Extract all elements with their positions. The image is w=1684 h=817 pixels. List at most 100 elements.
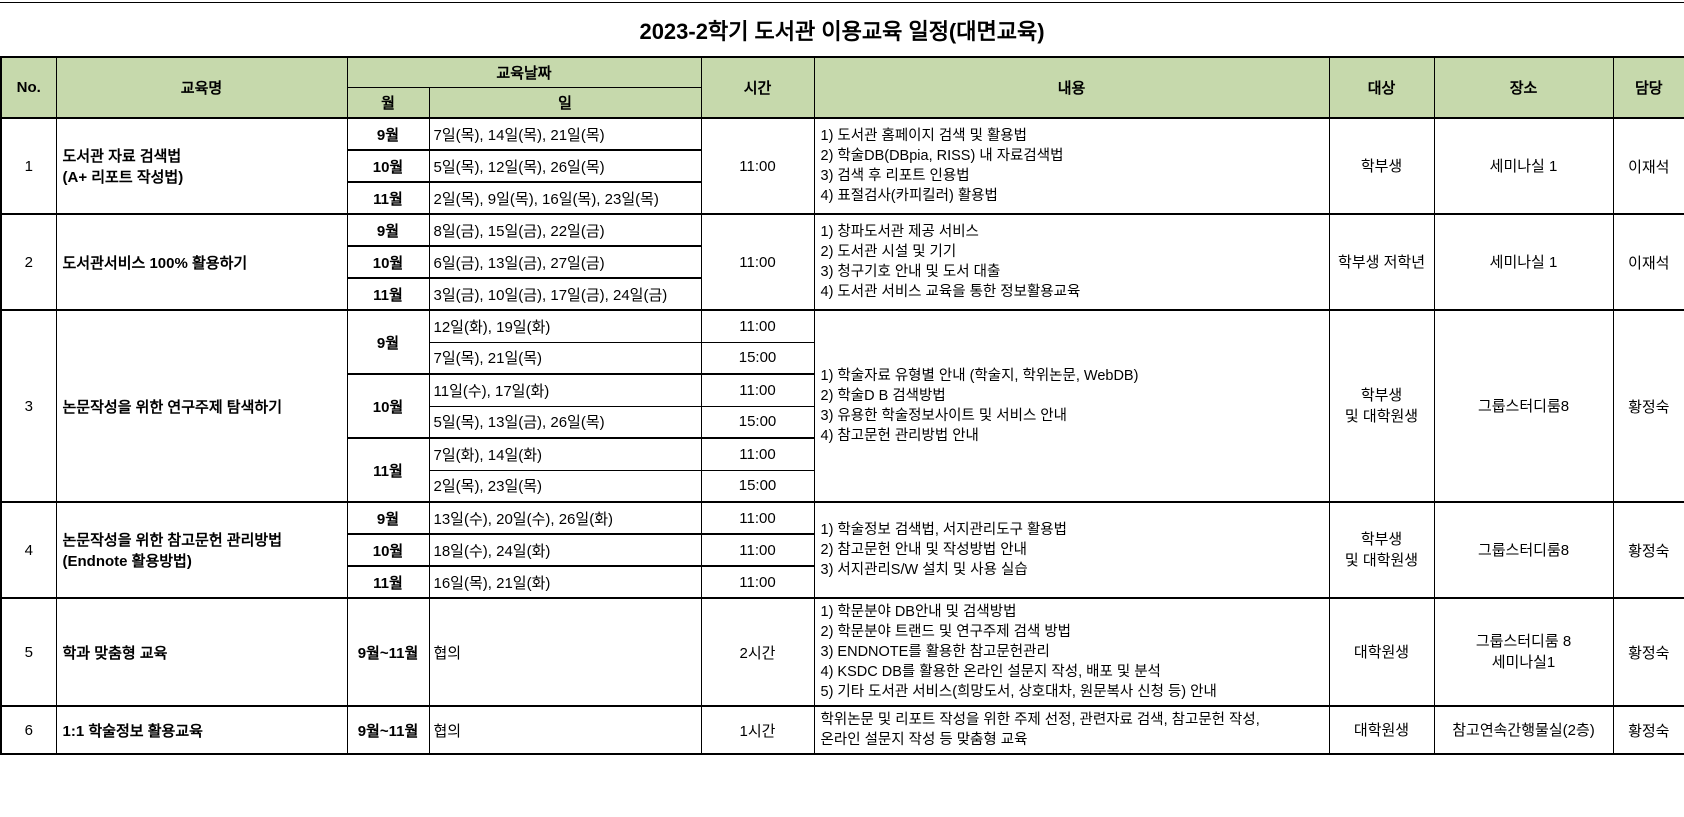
time-cell: 11:00 (700, 565, 815, 599)
month-cell: 9월 (346, 501, 430, 535)
col-header-place: 장소 (1433, 56, 1614, 119)
days-cell: 6일(금), 13일(금), 27일(금) (428, 245, 702, 279)
month-cell: 11월 (346, 437, 430, 503)
time-cell: 11:00 (700, 501, 815, 535)
month-cell: 9월 (346, 309, 430, 375)
schedule-table: No. 교육명 교육날짜 시간 내용 대상 장소 담당 월 일 1 도서관 자료 … (0, 56, 1684, 755)
schedule-row: 6 1:1 학술정보 활용교육 9월~11월 협의 1시간 학위논문 및 리포트 작성을 … (0, 705, 1684, 755)
course-number: 3 (0, 309, 57, 503)
course-name: 논문작성을 위한 연구주제 탐색하기 (55, 309, 348, 503)
place-cell: 참고연속간행물실(2층) (1433, 705, 1614, 755)
col-header-target: 대상 (1328, 56, 1435, 119)
month-cell: 9월 (346, 117, 430, 151)
col-header-manager: 담당 (1612, 56, 1684, 119)
days-cell: 5일(목), 13일(금), 26일(목) (428, 405, 702, 439)
target-cell: 학부생 및 대학원생 (1328, 501, 1435, 599)
target-cell: 학부생 저학년 (1328, 213, 1435, 311)
time-cell: 11:00 (700, 117, 815, 215)
days-cell: 16일(목), 21일(화) (428, 565, 702, 599)
schedule-row: 10월 11일(수), 17일(화) 11:00 (1, 373, 1684, 439)
col-header-date: 교육날짜 (346, 56, 702, 88)
manager-cell: 황정숙 (1612, 705, 1684, 755)
days-cell: 8일(금), 15일(금), 22일(금) (428, 213, 702, 247)
schedule-row: 11월 7일(화), 14일(화) 11:00 (1, 437, 1684, 503)
course-number: 5 (0, 597, 57, 707)
place-cell: 그룹스터디룸8 (1433, 309, 1614, 503)
month-cell: 9월~11월 (346, 597, 430, 707)
time-cell: 11:00 (700, 533, 815, 567)
schedule-row: 5 학과 맞춤형 교육 9월~11월 협의 2시간 1) 학문분야 DB안내 및 검색방법… (0, 597, 1684, 707)
table-header: No. 교육명 교육날짜 시간 내용 대상 장소 담당 월 일 (0, 56, 1684, 119)
schedule-row: 10월 18일(수), 24일(화) 11:00 (1, 533, 1684, 567)
manager-cell: 이재석 (1612, 213, 1684, 311)
place-cell: 세미나실 1 (1433, 117, 1614, 215)
schedule-row: 4 논문작성을 위한 참고문헌 관리방법 (Endnote 활용방법) 9월 13일(수… (0, 501, 1684, 599)
schedule-row: 5일(목), 13일(금), 26일(목) 15:00 (1, 405, 1684, 439)
schedule-row: 11월 2일(목), 9일(목), 16일(목), 23일(목) (1, 181, 1684, 215)
manager-cell: 황정숙 (1612, 309, 1684, 503)
days-cell: 7일(화), 14일(화) (428, 437, 702, 471)
course-number: 4 (0, 501, 57, 599)
header-row-main: No. 교육명 교육날짜 시간 내용 대상 장소 담당 (0, 56, 1684, 119)
col-header-name: 교육명 (55, 56, 348, 119)
time-cell: 15:00 (700, 405, 815, 439)
content-cell: 1) 학술자료 유형별 안내 (학술지, 학위논문, WebDB) 2) 학술D … (813, 309, 1330, 503)
course-number: 1 (0, 117, 57, 215)
target-cell: 학부생 및 대학원생 (1328, 309, 1435, 503)
month-cell: 11월 (346, 565, 430, 599)
days-cell: 18일(수), 24일(화) (428, 533, 702, 567)
col-header-no: No. (0, 56, 57, 119)
schedule-row: 1 도서관 자료 검색법 (A+ 리포트 작성법) 9월 7일(목), 14일(목), … (0, 117, 1684, 215)
time-cell: 1시간 (700, 705, 815, 755)
content-cell: 1) 학술정보 검색법, 서지관리도구 활용법 2) 참고문헌 안내 및 작성방법… (813, 501, 1330, 599)
course-name: 1:1 학술정보 활용교육 (55, 705, 348, 755)
days-cell: 13일(수), 20일(수), 26일(화) (428, 501, 702, 535)
schedule-row: 3 논문작성을 위한 연구주제 탐색하기 9월 12일(화), 19일(화) 11:00… (0, 309, 1684, 503)
days-cell: 3일(금), 10일(금), 17일(금), 24일(금) (428, 277, 702, 311)
course-name: 논문작성을 위한 참고문헌 관리방법 (Endnote 활용방법) (55, 501, 348, 599)
days-cell: 12일(화), 19일(화) (428, 309, 702, 343)
place-cell: 그룹스터디룸8 (1433, 501, 1614, 599)
days-cell: 11일(수), 17일(화) (428, 373, 702, 407)
schedule-row: 10월 5일(목), 12일(목), 26일(목) (1, 149, 1684, 183)
schedule-row: 11월 3일(금), 10일(금), 17일(금), 24일(금) (1, 277, 1684, 311)
col-header-month: 월 (346, 86, 430, 119)
content-cell: 1) 학문분야 DB안내 및 검색방법 2) 학문분야 트랜드 및 연구주제 검색… (813, 597, 1330, 707)
target-cell: 대학원생 (1328, 705, 1435, 755)
schedule-row: 7일(목), 21일(목) 15:00 (1, 341, 1684, 375)
place-cell: 세미나실 1 (1433, 213, 1614, 311)
content-cell: 1) 도서관 홈페이지 검색 및 활용법 2) 학술DB(DBpia, RISS)… (813, 117, 1330, 215)
days-cell: 협의 (428, 705, 702, 755)
col-header-day: 일 (428, 86, 702, 119)
time-cell: 11:00 (700, 437, 815, 471)
course-name: 학과 맞춤형 교육 (55, 597, 348, 707)
target-cell: 학부생 (1328, 117, 1435, 215)
month-cell: 9월 (346, 213, 430, 247)
content-cell: 학위논문 및 리포트 작성을 위한 주제 선정, 관련자료 검색, 참고문헌 작… (813, 705, 1330, 755)
place-cell: 그룹스터디룸 8 세미나실1 (1433, 597, 1614, 707)
course-name: 도서관 자료 검색법 (A+ 리포트 작성법) (55, 117, 348, 215)
time-cell: 11:00 (700, 309, 815, 343)
time-cell: 15:00 (700, 341, 815, 375)
schedule-table-body: 1 도서관 자료 검색법 (A+ 리포트 작성법) 9월 7일(목), 14일(목), … (0, 117, 1684, 755)
manager-cell: 황정숙 (1612, 501, 1684, 599)
month-cell: 10월 (346, 533, 430, 567)
page-title: 2023-2학기 도서관 이용교육 일정(대면교육) (0, 2, 1684, 56)
course-name: 도서관서비스 100% 활용하기 (55, 213, 348, 311)
schedule-row: 10월 6일(금), 13일(금), 27일(금) (1, 245, 1684, 279)
schedule-row: 11월 16일(목), 21일(화) 11:00 (1, 565, 1684, 599)
course-number: 2 (0, 213, 57, 311)
course-number: 6 (0, 705, 57, 755)
month-cell: 10월 (346, 245, 430, 279)
manager-cell: 이재석 (1612, 117, 1684, 215)
month-cell: 11월 (346, 181, 430, 215)
col-header-time: 시간 (700, 56, 815, 119)
days-cell: 2일(목), 9일(목), 16일(목), 23일(목) (428, 181, 702, 215)
content-cell: 1) 창파도서관 제공 서비스 2) 도서관 시설 및 기기 3) 청구기호 안내 … (813, 213, 1330, 311)
time-cell: 11:00 (700, 213, 815, 311)
days-cell: 7일(목), 21일(목) (428, 341, 702, 375)
schedule-row: 2 도서관서비스 100% 활용하기 9월 8일(금), 15일(금), 22일(금)… (0, 213, 1684, 311)
month-cell: 10월 (346, 149, 430, 183)
days-cell: 협의 (428, 597, 702, 707)
